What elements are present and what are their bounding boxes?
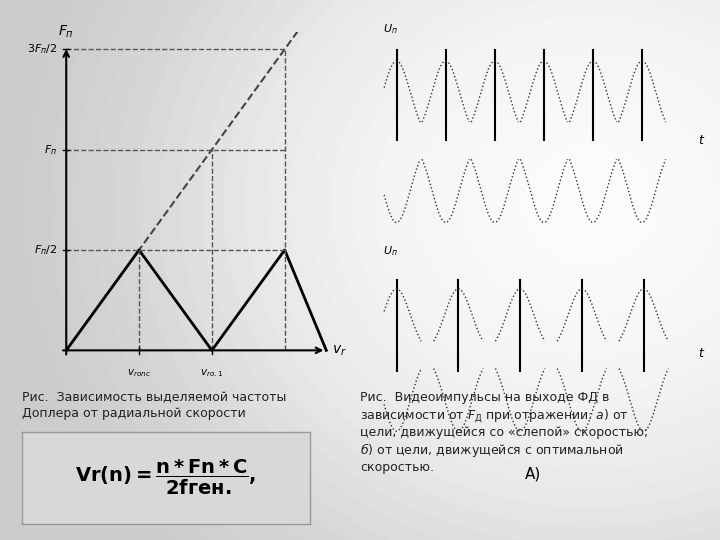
Ellipse shape — [266, 0, 720, 489]
Text: $U_{п}$: $U_{п}$ — [383, 245, 397, 258]
Ellipse shape — [245, 0, 720, 508]
Ellipse shape — [547, 167, 634, 243]
Text: $v_r$: $v_r$ — [333, 343, 347, 357]
Ellipse shape — [202, 0, 720, 540]
Text: $t$: $t$ — [698, 134, 705, 147]
Text: $v_{ro.1}$: $v_{ro.1}$ — [200, 368, 223, 380]
Text: $3F_{п}/2$: $3F_{п}/2$ — [27, 42, 57, 56]
Text: А): А) — [525, 467, 541, 482]
Ellipse shape — [72, 0, 720, 540]
Text: $F_п$: $F_п$ — [58, 24, 74, 40]
Ellipse shape — [418, 54, 720, 356]
Text: $F_{п}/2$: $F_{п}/2$ — [34, 243, 57, 257]
Ellipse shape — [482, 111, 698, 300]
Ellipse shape — [439, 73, 720, 338]
Ellipse shape — [569, 186, 612, 224]
Text: $\mathbf{Vr(n) = \dfrac{n * Fn * C}{2f\mathbf{ген.}},}$: $\mathbf{Vr(n) = \dfrac{n * Fn * C}{2f\m… — [75, 458, 256, 497]
Ellipse shape — [461, 92, 720, 319]
Text: $F_{п}$: $F_{п}$ — [44, 143, 57, 157]
Ellipse shape — [353, 0, 720, 413]
Ellipse shape — [331, 0, 720, 432]
Ellipse shape — [504, 130, 677, 281]
Ellipse shape — [158, 0, 720, 540]
Ellipse shape — [223, 0, 720, 526]
Ellipse shape — [396, 35, 720, 375]
Text: $t$: $t$ — [698, 347, 705, 360]
Ellipse shape — [180, 0, 720, 540]
Ellipse shape — [526, 148, 655, 262]
Ellipse shape — [94, 0, 720, 540]
Ellipse shape — [374, 16, 720, 394]
Text: Рис.  Видеоимпульсы на выходе ФД в
зависимости от $F_\mathrm{Д}$ при отражении: : Рис. Видеоимпульсы на выходе ФД в зависи… — [360, 392, 648, 474]
Ellipse shape — [310, 0, 720, 451]
Ellipse shape — [288, 0, 720, 470]
Text: $U_{п}$: $U_{п}$ — [383, 23, 397, 37]
Ellipse shape — [137, 0, 720, 540]
Ellipse shape — [115, 0, 720, 540]
Text: $v_{ronc}$: $v_{ronc}$ — [127, 368, 151, 380]
Text: Рис.  Зависимость выделяемой частоты
Доплера от радиальной скорости: Рис. Зависимость выделяемой частоты Допл… — [22, 392, 286, 420]
